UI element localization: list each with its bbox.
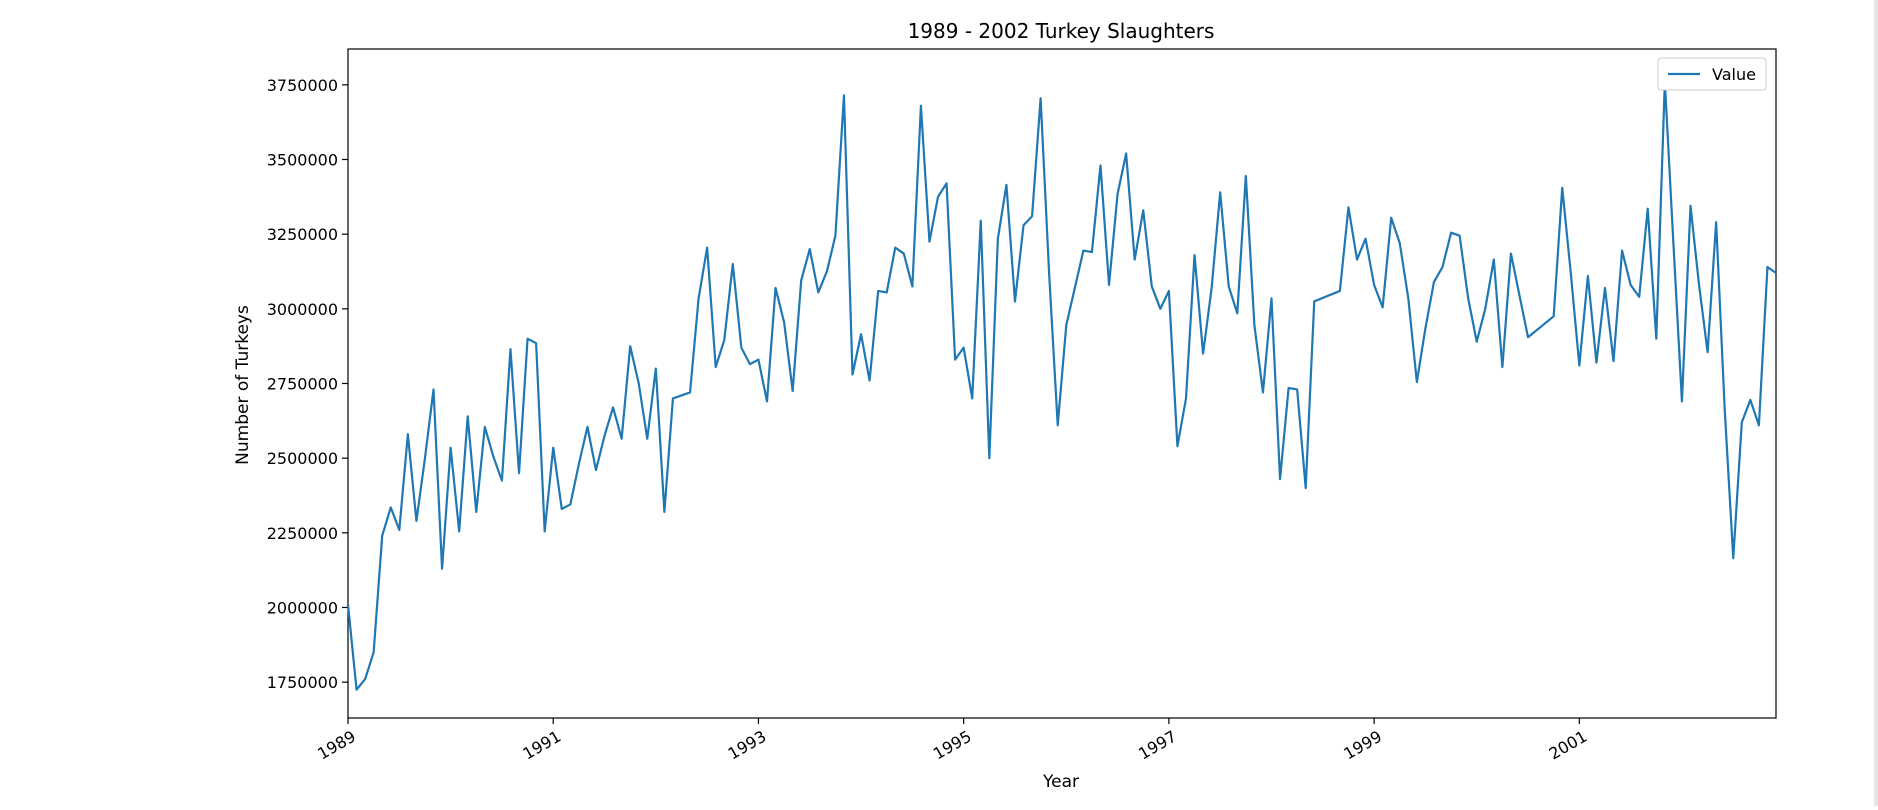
x-axis-label: Year — [1042, 772, 1079, 792]
scrollbar[interactable] — [1874, 0, 1878, 806]
y-tick-label: 2250000 — [267, 524, 338, 543]
y-tick-label: 3250000 — [267, 225, 338, 244]
y-tick-label: 3750000 — [267, 76, 338, 95]
y-axis-label: Number of Turkeys — [233, 305, 253, 465]
y-tick-label: 1750000 — [267, 673, 338, 692]
y-tick-label: 2000000 — [267, 598, 338, 617]
chart-title: 1989 - 2002 Turkey Slaughters — [908, 19, 1215, 43]
plot-layer: 1750000 2000000 2250000 2500000 2750000 30000… — [267, 48, 1777, 763]
series-line-value — [346, 80, 1777, 691]
y-tick-label: 3500000 — [267, 151, 338, 170]
legend-label: Value — [1712, 65, 1756, 84]
y-tick-label: 2750000 — [267, 375, 338, 394]
legend-box — [1657, 57, 1767, 91]
y-tick-label: 2500000 — [267, 449, 338, 468]
y-tick-label: 3000000 — [267, 300, 338, 319]
